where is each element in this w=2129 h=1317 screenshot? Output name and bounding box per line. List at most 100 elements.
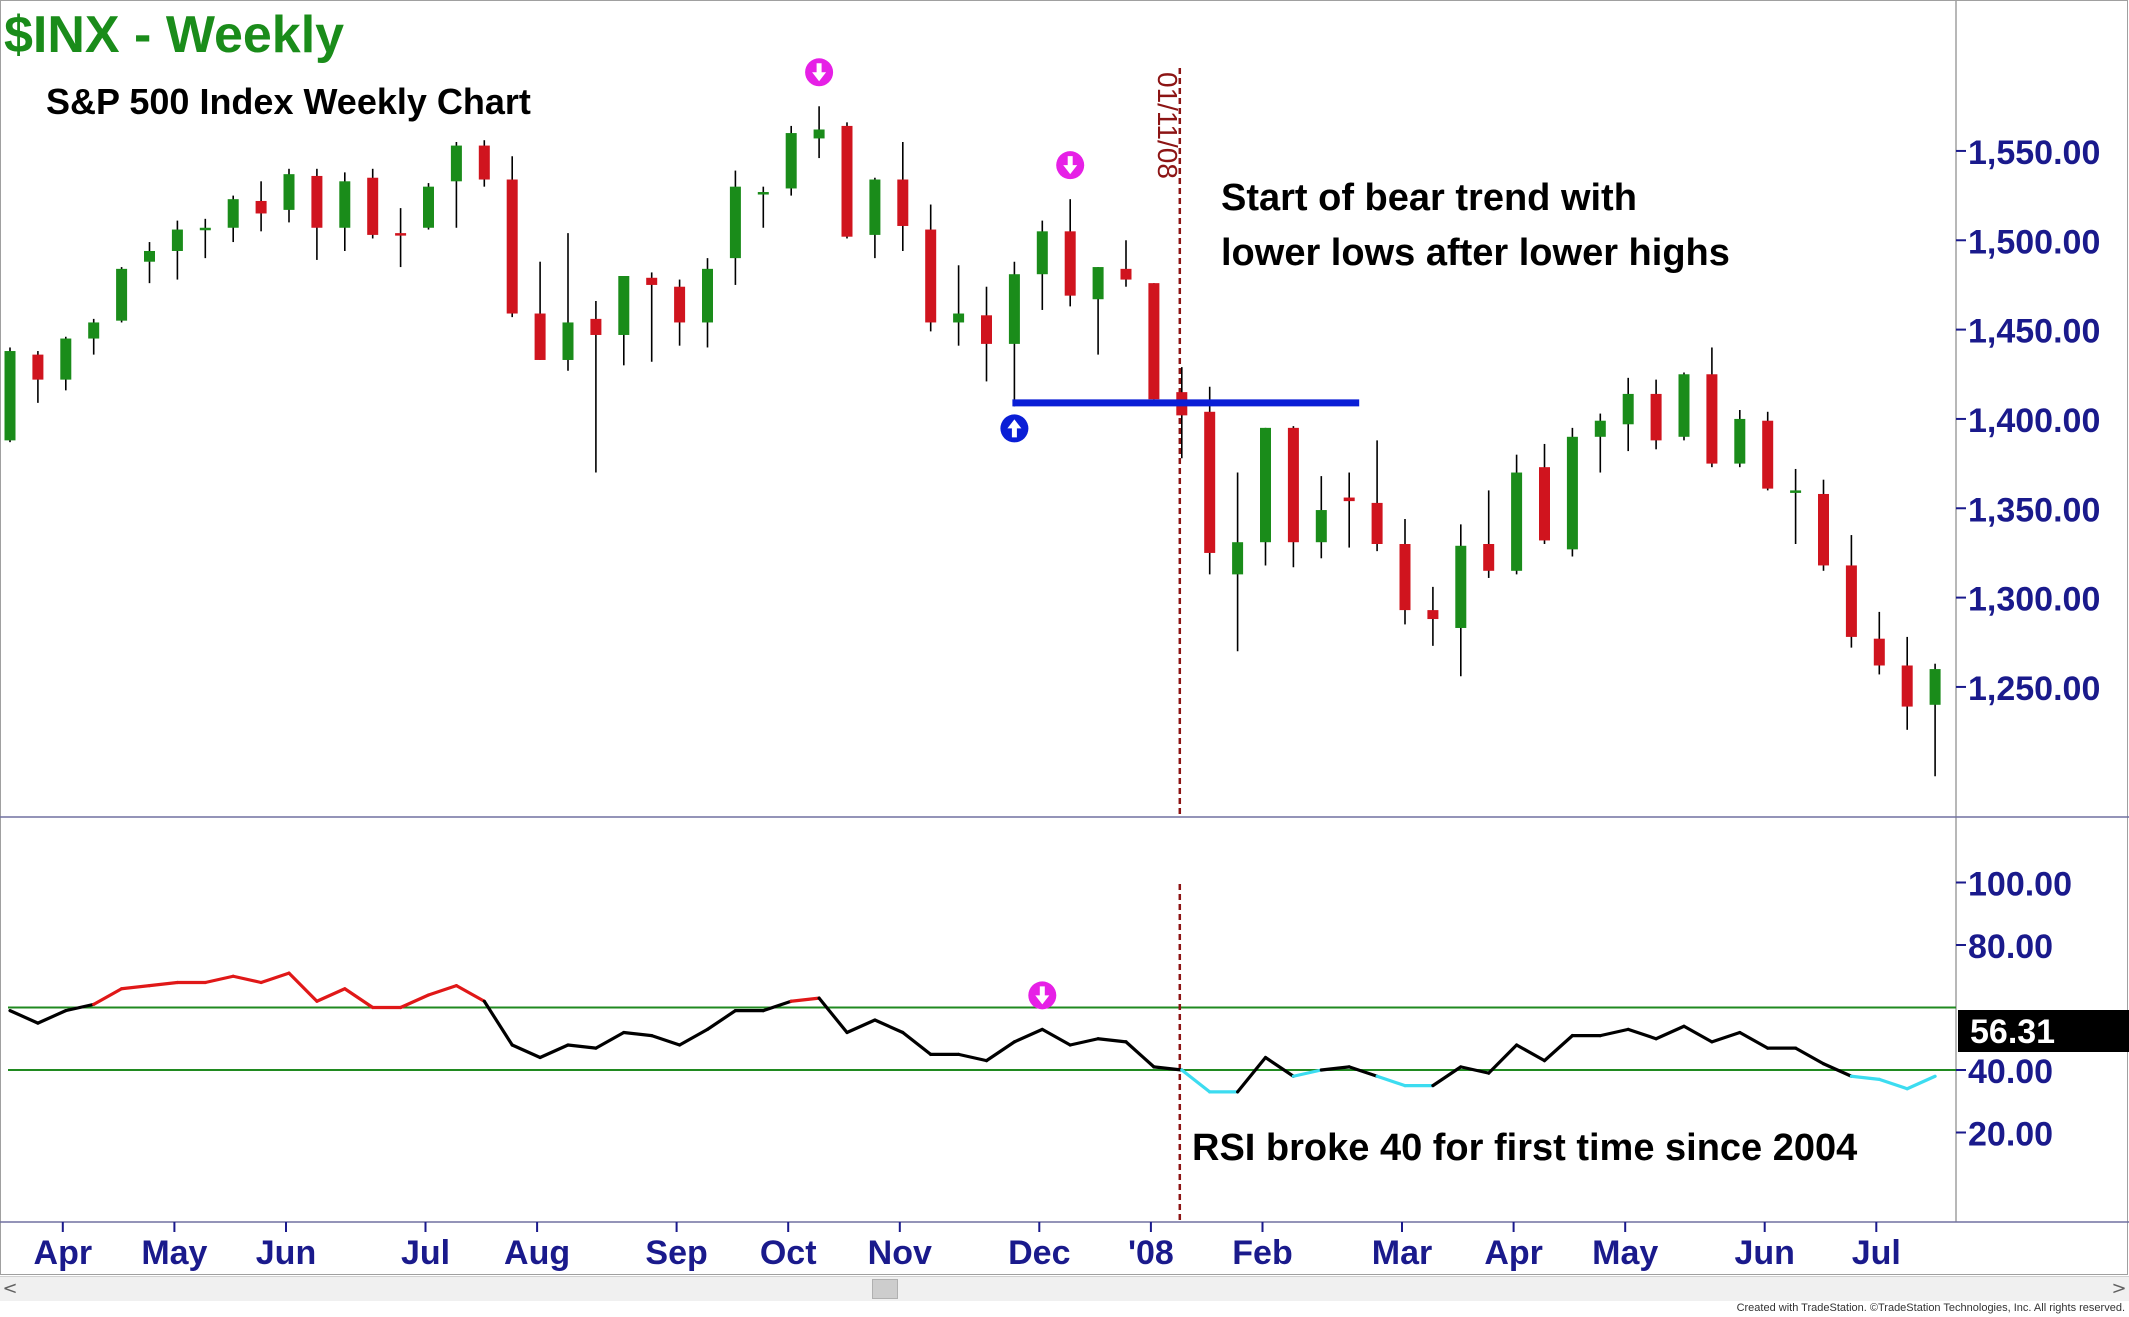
rsi-axis-label: 40.00 [1968, 1053, 2053, 1091]
rsi-line-segment [92, 987, 124, 1006]
time-axis-label: Jul [1852, 1234, 1901, 1272]
candle-body [1371, 502, 1383, 544]
rsi-line-segment [64, 1002, 96, 1013]
time-axis-label: Feb [1232, 1234, 1292, 1272]
candle-body [1734, 418, 1746, 464]
rsi-line-segment [1459, 1065, 1491, 1075]
candle-body [1678, 374, 1690, 437]
marker-arrow [1035, 986, 1050, 1005]
candle-body [757, 192, 769, 195]
price-axis-label: 1,250.00 [1968, 670, 2100, 708]
candle-body [1539, 467, 1550, 541]
candle-body [841, 125, 853, 237]
candle-body [1706, 374, 1718, 464]
time-axis-label: Dec [1008, 1234, 1070, 1272]
time-axis-label: Apr [1484, 1234, 1543, 1272]
price-axis-label: 1,300.00 [1968, 581, 2100, 619]
price-axis-label: 1,550.00 [1968, 134, 2100, 172]
sell-signal-down-arrow-icon [1056, 151, 1085, 180]
rsi-level-lines [8, 1006, 1956, 1071]
candle-body [506, 179, 518, 314]
buy-signal-up-arrow-icon [1000, 414, 1029, 443]
bear-trend-note-line2: lower lows after lower highs [1221, 232, 1730, 274]
candle-body [60, 338, 72, 380]
horizontal-scrollbar[interactable]: < > [0, 1276, 2129, 1301]
candle-body [618, 276, 630, 335]
candlestick-series [4, 106, 1941, 777]
rsi-line-segment [705, 1009, 738, 1031]
rsi-line-segment [1682, 1024, 1714, 1044]
rsi-line-segment [1152, 1065, 1184, 1072]
rsi-line-segment [622, 1030, 654, 1038]
rsi-line-segment [36, 1009, 68, 1025]
rsi-line-segment [1180, 1068, 1212, 1094]
candle-body [395, 233, 407, 236]
rsi-line-segment [1347, 1065, 1379, 1078]
candle-body [1343, 497, 1355, 502]
rsi-line-segment [231, 974, 263, 985]
rsi-line-segment [1235, 1055, 1268, 1094]
candle-body [1511, 472, 1523, 571]
rsi-last-value-box [1958, 1010, 2129, 1052]
time-axis-label: May [141, 1234, 207, 1272]
candle-body [255, 200, 267, 214]
candle-body [534, 313, 546, 360]
candle-body [116, 268, 128, 321]
candle-body [785, 133, 797, 189]
candle-body [562, 322, 574, 360]
candle-body [1092, 267, 1104, 300]
rsi-line-segment [1654, 1024, 1686, 1041]
rsi-line-segment [147, 980, 179, 988]
candle-body [729, 186, 741, 259]
candle-body [283, 174, 295, 210]
rsi-line-segment [1263, 1055, 1296, 1078]
price-axis-label: 1,400.00 [1968, 402, 2100, 440]
rsi-line-segment [1598, 1027, 1630, 1038]
rsi-line-segment [203, 974, 235, 985]
rsi-last-value: 56.31 [1970, 1013, 2055, 1051]
candle-body [1762, 420, 1774, 489]
candle-body [1064, 231, 1076, 296]
rsi-line-segment [1096, 1037, 1128, 1044]
candle-body [925, 229, 937, 323]
candle-body [1455, 545, 1467, 628]
rsi-line-segment [1319, 1065, 1351, 1072]
rsi-line-segment [315, 987, 347, 1003]
price-axis: 1,550.00 1,500.00 1,450.00 1,400.00 1,350.00… [1956, 134, 2100, 708]
candle-body [1232, 542, 1244, 575]
rsi-line-segment [510, 1043, 542, 1060]
candle-body [1399, 544, 1411, 611]
rsi-line-segment [1877, 1077, 1909, 1091]
price-axis-label: 1,350.00 [1968, 491, 2100, 529]
candle-body [339, 181, 351, 228]
candle-body [88, 322, 100, 339]
candle-body [953, 313, 965, 323]
rsi-line-segment [8, 1009, 40, 1025]
scroll-right-button[interactable]: > [2111, 1278, 2127, 1299]
rsi-line-segment [454, 984, 486, 1003]
candle-body [1427, 610, 1439, 620]
rsi-line-segment [677, 1027, 710, 1047]
candle-body [702, 268, 713, 323]
candle-body [171, 229, 183, 251]
scroll-left-button[interactable]: < [2, 1278, 18, 1299]
time-axis-label: Oct [760, 1234, 817, 1272]
candle-body [144, 250, 155, 262]
time-axis-label: Apr [34, 1234, 93, 1272]
rsi-line-segment [566, 1043, 598, 1050]
candle-body [1566, 436, 1578, 550]
candle-body [367, 177, 379, 235]
rsi-line-segment [901, 1030, 933, 1056]
scroll-thumb[interactable] [872, 1279, 898, 1299]
chart-title: $INX - Weekly [4, 6, 344, 64]
time-axis-label: '08 [1128, 1234, 1174, 1272]
rsi-line-segment [984, 1040, 1017, 1063]
candle-body [32, 354, 44, 380]
candle-body [1315, 510, 1327, 543]
rsi-line-segment [956, 1052, 989, 1063]
candle-body [1008, 274, 1020, 344]
candle-body [1594, 420, 1606, 437]
candle-body [869, 179, 881, 235]
marker-arrow [1063, 156, 1078, 175]
candle-body [1929, 669, 1941, 705]
